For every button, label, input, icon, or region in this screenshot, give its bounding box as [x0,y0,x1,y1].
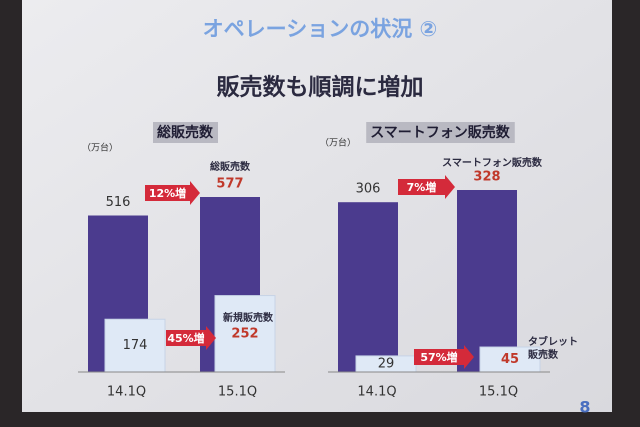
annotation: 12%増 [149,186,186,200]
overlay-bar [479,346,541,373]
series-label: 新規販売数 [223,311,274,324]
value-label: 29 [378,356,395,371]
series-label-text: タブレット販売数 [528,337,578,361]
x-tick-label: 14.1Q [107,385,146,400]
chart-title-box [153,122,218,143]
unit-label: （万台） [320,137,356,149]
arrow [145,181,200,205]
value-label: 45 [501,352,519,367]
annotation: 57%増 [420,350,457,364]
arrow [398,175,455,199]
value-label: 174 [123,338,148,353]
slide-subtitle: 販売数も順調に増加 [217,74,424,101]
value-label: 577 [216,177,243,192]
arrow [166,326,216,350]
overlay-bar [104,318,166,373]
value-label: 516 [106,195,131,210]
annotation: 7%増 [407,180,437,194]
value-label: 328 [473,170,500,185]
annotation: 45%増 [167,331,204,345]
page-number: 8 [579,398,590,417]
chart-title-box [366,122,515,143]
bar [457,190,517,372]
unit-label: （万台） [82,142,118,154]
chart-title: 総販売数 [157,124,214,141]
x-tick-label: 15.1Q [218,385,257,400]
series-label: 総販売数 [210,160,251,173]
series-label: タブレット販売数 [528,337,578,361]
arrow [414,345,474,369]
series-label: スマートフォン販売数 [442,156,543,169]
chart-title: スマートフォン販売数 [370,124,511,141]
x-tick-label: 15.1Q [479,385,518,400]
overlay-bar [214,295,276,373]
x-tick-label: 14.1Q [357,385,396,400]
slide-title: オペレーションの状況 ② [203,17,438,41]
value-label: 306 [356,182,381,197]
bar [338,202,398,372]
value-label: 252 [231,326,258,341]
